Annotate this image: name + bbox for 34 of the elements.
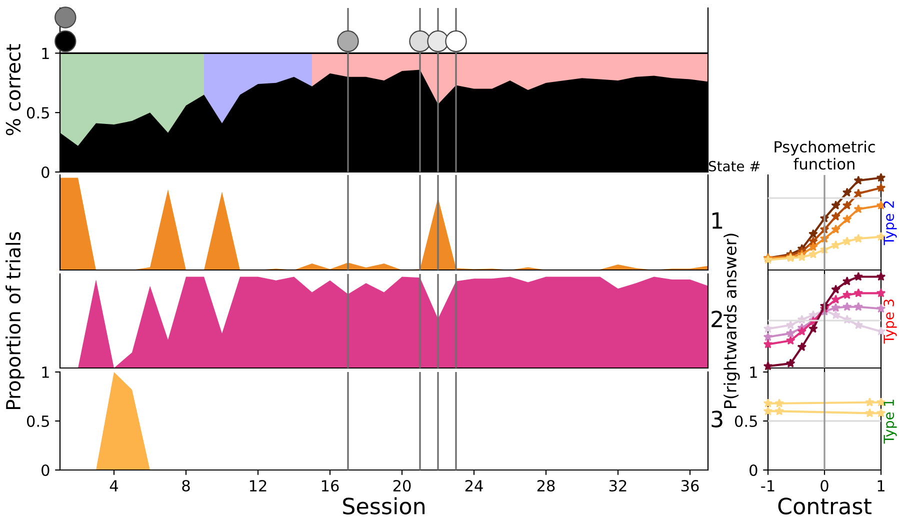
x-tick-label: 28	[537, 480, 555, 492]
x-tick-label: 16	[322, 480, 339, 492]
y2-axis-title: Type 1	[884, 400, 897, 444]
y-tick-label: 0	[42, 166, 50, 178]
text: 3	[712, 410, 722, 428]
x-tick-label: 20	[393, 480, 411, 492]
y-tick-label: 1	[42, 366, 49, 378]
text: State #	[708, 160, 760, 172]
x-tick-label: -1	[761, 480, 774, 492]
y-tick-label: 0.5	[734, 415, 757, 428]
y-tick-label: 0.5	[26, 107, 49, 119]
x-tick-label: 36	[681, 480, 699, 492]
y-tick-label: 1	[42, 48, 49, 59]
y-tick-label: 0.5	[26, 415, 49, 428]
text: 1	[712, 212, 722, 229]
x-tick-label: 8	[182, 480, 190, 492]
x-axis-title: Contrast	[778, 498, 872, 514]
x-tick-label: 4	[110, 480, 118, 492]
text: 2	[712, 310, 722, 328]
y-axis-title: P(rightwards answer)	[724, 234, 740, 408]
x-tick-label: 0	[820, 480, 828, 492]
y-axis-title: Proportion of trials	[6, 232, 24, 410]
y-tick-label: 0	[750, 464, 758, 476]
y2-axis-title: Type 3	[884, 300, 897, 344]
y-tick-label: 1	[750, 366, 757, 378]
y-axis-title: % correct	[6, 44, 21, 136]
x-tick-label: 12	[250, 480, 266, 492]
chart-title: Psychometric function	[774, 140, 875, 170]
x-tick-label: 24	[465, 480, 483, 492]
x-axis-title: Session	[343, 497, 425, 514]
x-tick-label: 1	[878, 480, 884, 492]
x-tick-label: 32	[609, 480, 626, 492]
y-tick-label: 0	[42, 464, 50, 476]
y2-axis-title: Type 2	[884, 201, 897, 246]
